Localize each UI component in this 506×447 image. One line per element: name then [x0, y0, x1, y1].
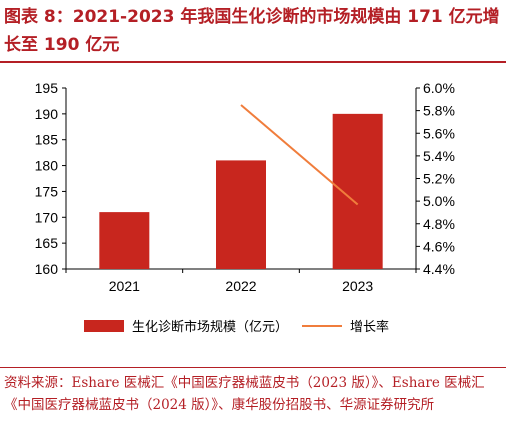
bar — [332, 113, 383, 269]
right-tick-label: 5.8% — [423, 103, 455, 119]
left-tick-label: 170 — [35, 209, 59, 225]
title-divider — [0, 61, 506, 63]
left-tick-label: 180 — [35, 158, 59, 174]
left-tick-label: 190 — [35, 106, 59, 122]
right-tick-label: 4.4% — [423, 261, 455, 277]
right-tick-label: 4.6% — [423, 238, 455, 254]
left-tick-label: 165 — [35, 235, 59, 251]
left-tick-label: 195 — [35, 80, 59, 96]
right-tick-label: 5.6% — [423, 125, 455, 141]
legend-bar-swatch — [84, 320, 124, 332]
right-tick-label: 5.2% — [423, 171, 455, 187]
x-tick-label: 2021 — [109, 278, 140, 294]
left-tick-label: 185 — [35, 132, 59, 148]
growth-line — [240, 104, 359, 206]
right-tick-label: 4.8% — [423, 216, 455, 232]
source-divider — [0, 367, 506, 368]
source-note: 资料来源：Eshare 医械汇《中国医疗器械蓝皮书（2023 版）》、Eshar… — [4, 375, 485, 413]
right-tick-label: 5.4% — [423, 148, 455, 164]
legend-line-label: 增长率 — [350, 319, 389, 335]
bar — [216, 160, 266, 269]
x-tick-label: 2023 — [342, 278, 373, 294]
x-tick-label: 2022 — [225, 278, 256, 294]
right-tick-label: 6.0% — [423, 80, 455, 96]
legend-bar-label: 生化诊断市场规模（亿元） — [132, 319, 288, 335]
bar — [99, 212, 150, 269]
combo-chart: 160 165 170 175 180 185 190 195 4.4% 4.6% 4.8% 5.0%… — [35, 80, 455, 335]
right-tick-label: 5.0% — [423, 193, 455, 209]
left-tick-label: 175 — [35, 183, 59, 199]
chart-title: 图表 8：2021-2023 年我国生化诊断的市场规模由 171 亿元增长至 1… — [4, 7, 500, 55]
left-tick-label: 160 — [35, 261, 59, 277]
